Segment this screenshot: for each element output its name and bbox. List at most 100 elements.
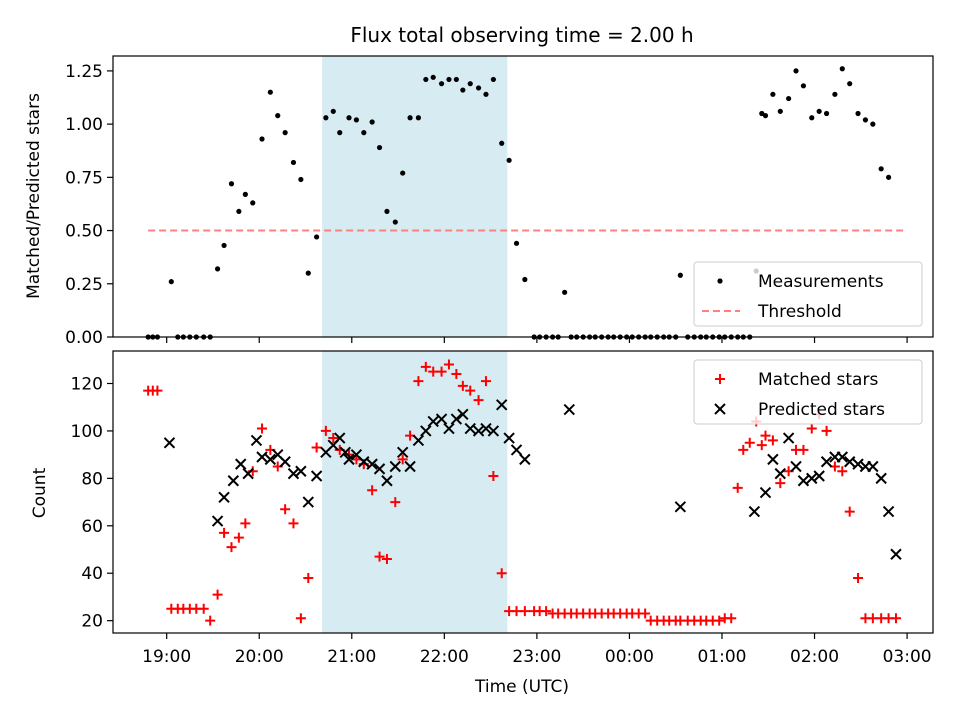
y-tick-label: 120 (71, 374, 103, 394)
data-point (777, 108, 783, 114)
data-point (800, 83, 807, 89)
data-point (714, 615, 725, 626)
axes-frame (112, 350, 934, 634)
chart-title: Flux total observing time = 2.00 h (350, 23, 693, 47)
data-point (732, 482, 743, 493)
data-point (890, 613, 901, 624)
data-point (875, 472, 887, 485)
x-axis-label: Time (UTC) (474, 677, 569, 697)
data-point (221, 242, 227, 249)
data-point (295, 465, 307, 477)
data-point (816, 108, 822, 114)
data-point (427, 415, 439, 428)
data-point (242, 191, 248, 197)
data-point (302, 496, 314, 508)
x-tick-label: 03:00 (883, 647, 932, 667)
data-point (786, 95, 792, 102)
data-point (473, 395, 484, 406)
legend-handle (717, 278, 723, 284)
data-point (366, 458, 378, 470)
data-point (562, 289, 568, 295)
data-point (257, 423, 268, 434)
legend: Matched stars Predicted stars (693, 359, 923, 425)
data-point (279, 456, 291, 468)
data-point (793, 68, 799, 74)
data-point (295, 613, 306, 624)
data-point (837, 466, 848, 477)
data-point (453, 76, 459, 83)
data-point (219, 527, 230, 538)
data-point (756, 440, 767, 451)
data-point (443, 422, 455, 435)
legend-handle (714, 403, 726, 415)
data-point (250, 200, 256, 206)
data-point (384, 208, 390, 215)
data-point (298, 176, 304, 183)
data-point (280, 504, 291, 515)
data-point (259, 136, 265, 142)
x-tick-label: 01:00 (697, 647, 746, 667)
bottom-panel: 20 40 60 80 100 120 19:00 20:00 21:00 22:00 23:00 0… (71, 350, 934, 667)
data-point (806, 472, 818, 485)
data-point (870, 121, 876, 127)
data-point (519, 453, 531, 466)
data-point (412, 434, 425, 447)
data-point (450, 413, 463, 425)
data-point (218, 491, 230, 504)
data-point (853, 572, 864, 583)
data-point (519, 606, 530, 617)
data-point (496, 399, 508, 411)
data-point (541, 606, 552, 617)
legend-handle (715, 374, 725, 384)
legend-label: Threshold (757, 302, 842, 322)
data-point (726, 613, 737, 624)
data-point (227, 475, 240, 487)
data-point (809, 115, 815, 121)
data-point (852, 458, 864, 470)
x-tick-label: 23:00 (512, 647, 561, 667)
data-point (475, 85, 482, 91)
data-point (226, 542, 237, 553)
data-point (806, 423, 817, 434)
data-point (832, 91, 838, 97)
data-point (334, 432, 346, 444)
x-tick-label: 00:00 (605, 647, 654, 667)
data-point (488, 470, 499, 481)
data-point (744, 437, 755, 448)
data-point (499, 140, 505, 146)
data-point (798, 444, 809, 455)
observing-span (322, 351, 508, 633)
y-tick-label: 80 (81, 469, 103, 489)
data-point (396, 446, 409, 458)
y-tick-label: 60 (81, 517, 103, 537)
data-point (358, 456, 370, 468)
data-point (890, 548, 902, 560)
legend: Measurements Threshold (693, 261, 923, 327)
legend-label: Predicted stars (758, 400, 885, 420)
y-tick-label: 0.75 (65, 168, 103, 188)
data-point (314, 234, 320, 240)
y-tick-label: 1.00 (65, 115, 103, 135)
data-point (264, 453, 277, 466)
x-tick-label: 20:00 (235, 647, 284, 667)
data-point (400, 170, 406, 176)
data-point (472, 425, 485, 437)
data-point (522, 276, 528, 283)
bottom-y-axis-label: Count (30, 467, 50, 518)
data-point (506, 157, 512, 163)
data-point (839, 66, 845, 72)
data-point (212, 589, 223, 600)
data-point (228, 181, 235, 187)
data-point (843, 456, 856, 468)
observing-span (322, 56, 508, 337)
data-point (774, 467, 786, 480)
y-tick-label: 0.00 (65, 328, 103, 348)
data-point (640, 608, 651, 619)
data-point (878, 166, 884, 172)
data-point (782, 432, 795, 444)
data-point (820, 456, 833, 468)
data-point (496, 568, 507, 579)
data-point (759, 486, 772, 499)
data-point (250, 434, 263, 447)
